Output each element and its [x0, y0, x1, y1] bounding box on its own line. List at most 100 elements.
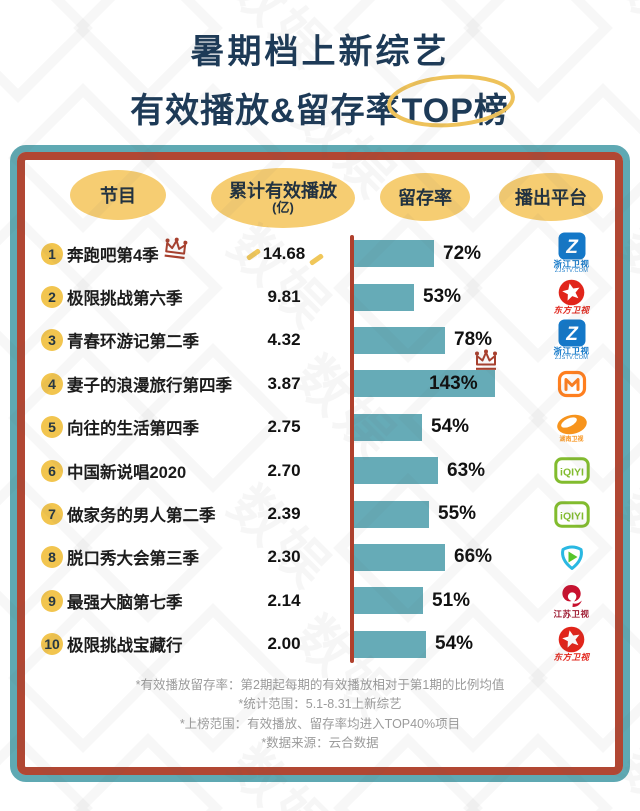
iqiyi-icon: iQIYI — [553, 500, 590, 528]
platform-caption: 浙江卫视 — [553, 259, 590, 270]
table-row: 2 极限挑战第六季 9.81 53% 东方卫视 — [25, 275, 615, 318]
table-row: 10 极限挑战宝藏行 2.00 54% 东方卫视 — [25, 623, 615, 666]
footnotes: *有效播放留存率：第2期起每期的有效播放相对于第1期的比例均值 *统计范围：5.1… — [25, 676, 615, 754]
platform-logo: iQIYI — [514, 457, 615, 484]
platform-logo: 东方卫视 — [514, 279, 615, 315]
table-row: 7 做家务的男人第二季 2.39 55% iQIYI — [25, 492, 615, 535]
platform-caption: 东方卫视 — [553, 305, 590, 316]
header-retention: 留存率 — [380, 173, 470, 221]
platform-caption: 浙江卫视 — [553, 346, 590, 357]
retention-bar-area: 72% — [350, 240, 514, 268]
rank-badge: 4 — [41, 372, 63, 395]
footnote-line: *数据来源：云合数据 — [261, 736, 379, 751]
rank-badge: 1 — [41, 242, 63, 265]
retention-bar-area: 143% — [350, 349, 514, 398]
table-row: 5 向往的生活第四季 2.75 54% 湖南卫视 — [25, 406, 615, 449]
retention-label: 51% — [432, 589, 471, 611]
retention-bar — [354, 500, 429, 528]
table-row: 1 奔跑吧第4季 14.68 72% Z 浙江卫视 ZJSTV.COM — [25, 232, 615, 275]
top-highlight: TOP榜 — [386, 74, 515, 132]
jiangsu-tv-icon — [561, 585, 582, 608]
ranking-card: 节目 累计有效播放 (亿) 留存率 播出平台 1 奔跑吧第4季 14.68 72… — [10, 145, 630, 782]
playback-value: 14.68 — [242, 244, 326, 264]
program-name: 中国新说唱2020 — [67, 463, 187, 482]
rank-badge: 10 — [41, 633, 63, 656]
header-platform: 播出平台 — [499, 173, 603, 221]
retention-bar — [354, 240, 434, 268]
title-suffix: 榜 — [473, 92, 509, 130]
platform-logo — [514, 369, 615, 399]
retention-bar — [354, 413, 422, 441]
platform-logo: iQIYI — [514, 500, 615, 528]
dragon-tv-icon — [558, 279, 585, 306]
zhejiang-tv-icon: Z — [558, 319, 585, 347]
retention-bar-area: 78% — [350, 326, 514, 354]
program-name: 极限挑战第六季 — [67, 290, 183, 309]
table-row: 4 妻子的浪漫旅行第四季 3.87 143% — [25, 349, 615, 405]
retention-bar — [354, 283, 414, 311]
platform-caption: 东方卫视 — [553, 652, 590, 663]
retention-label: 63% — [447, 459, 486, 481]
platform-caption: 江苏卫视 — [553, 609, 590, 620]
header-program: 节目 — [70, 170, 166, 220]
program-name: 极限挑战宝藏行 — [67, 637, 183, 656]
table-row: 3 青春环游记第二季 4.32 78% Z 浙江卫视 ZJSTV.COM — [25, 319, 615, 362]
program-name: 妻子的浪漫旅行第四季 — [67, 376, 232, 395]
retention-bar-area: 55% — [350, 500, 514, 528]
bar-axis-line — [350, 235, 354, 663]
title-line2-prefix: 有效播放&留存率 — [130, 92, 401, 130]
zhejiang-tv-icon: Z — [558, 232, 585, 260]
page-title: 暑期档上新综艺 有效播放&留存率 TOP榜 — [0, 0, 640, 132]
header-playback: 累计有效播放 (亿) — [211, 168, 355, 228]
crown-slot — [161, 236, 190, 266]
title-line2: 有效播放&留存率 TOP榜 — [0, 74, 640, 132]
platform-logo: 湖南卫视 — [514, 412, 615, 443]
rank-badge: 2 — [41, 286, 63, 309]
retention-bar-area: 66% — [350, 543, 514, 571]
program-name: 青春环游记第二季 — [67, 333, 199, 352]
svg-text:Z: Z — [565, 324, 579, 345]
playback-value: 4.32 — [267, 330, 301, 350]
playback-value: 3.87 — [267, 373, 301, 393]
ranking-card-inner: 节目 累计有效播放 (亿) 留存率 播出平台 1 奔跑吧第4季 14.68 72… — [17, 152, 623, 775]
retention-label: 72% — [443, 242, 482, 264]
platform-caption: 湖南卫视 — [559, 436, 584, 443]
retention-bar — [354, 457, 438, 485]
hunan-tv-icon — [556, 414, 587, 434]
program-name: 向往的生活第四季 — [67, 420, 199, 439]
playback-value: 2.75 — [267, 417, 301, 437]
retention-label: 143% — [429, 372, 478, 394]
table-row: 9 最强大脑第七季 2.14 51% 江苏卫视 — [25, 579, 615, 622]
retention-bar — [354, 543, 445, 571]
playback-value: 2.30 — [267, 547, 301, 567]
table-row: 6 中国新说唱2020 2.70 63% iQIYI — [25, 449, 615, 492]
program-name: 脱口秀大会第三季 — [67, 550, 199, 569]
retention-label: 78% — [454, 329, 493, 351]
crown-slot — [473, 349, 499, 376]
rank-badge: 8 — [41, 546, 63, 569]
rank-badge: 7 — [41, 503, 63, 526]
playback-value: 9.81 — [267, 287, 301, 307]
footnote-line: *统计范围：5.1-8.31上新综艺 — [238, 697, 402, 712]
rank-badge: 3 — [41, 329, 63, 352]
rank-badge: 9 — [41, 589, 63, 612]
playback-value: 2.70 — [267, 460, 301, 480]
platform-subcaption: ZJSTV.COM — [554, 355, 589, 362]
svg-text:Z: Z — [565, 237, 579, 258]
ranking-rows: 1 奔跑吧第4季 14.68 72% Z 浙江卫视 ZJSTV.COM 2 极限… — [25, 232, 615, 666]
platform-logo — [514, 542, 615, 572]
retention-bar-area: 51% — [350, 587, 514, 615]
mango-tv-icon — [557, 370, 586, 397]
rank-badge: 5 — [41, 416, 63, 439]
retention-bar-area: 54% — [350, 630, 514, 658]
retention-label: 53% — [423, 286, 462, 308]
header-playback-unit: (亿) — [272, 199, 294, 215]
platform-logo: 东方卫视 — [514, 626, 615, 662]
platform-subcaption: ZJSTV.COM — [554, 268, 589, 275]
tencent-video-icon — [560, 545, 583, 571]
playback-value: 2.39 — [267, 504, 301, 524]
rank-badge: 6 — [41, 459, 63, 482]
program-name: 做家务的男人第二季 — [67, 507, 216, 526]
platform-logo: Z 浙江卫视 ZJSTV.COM — [514, 232, 615, 275]
